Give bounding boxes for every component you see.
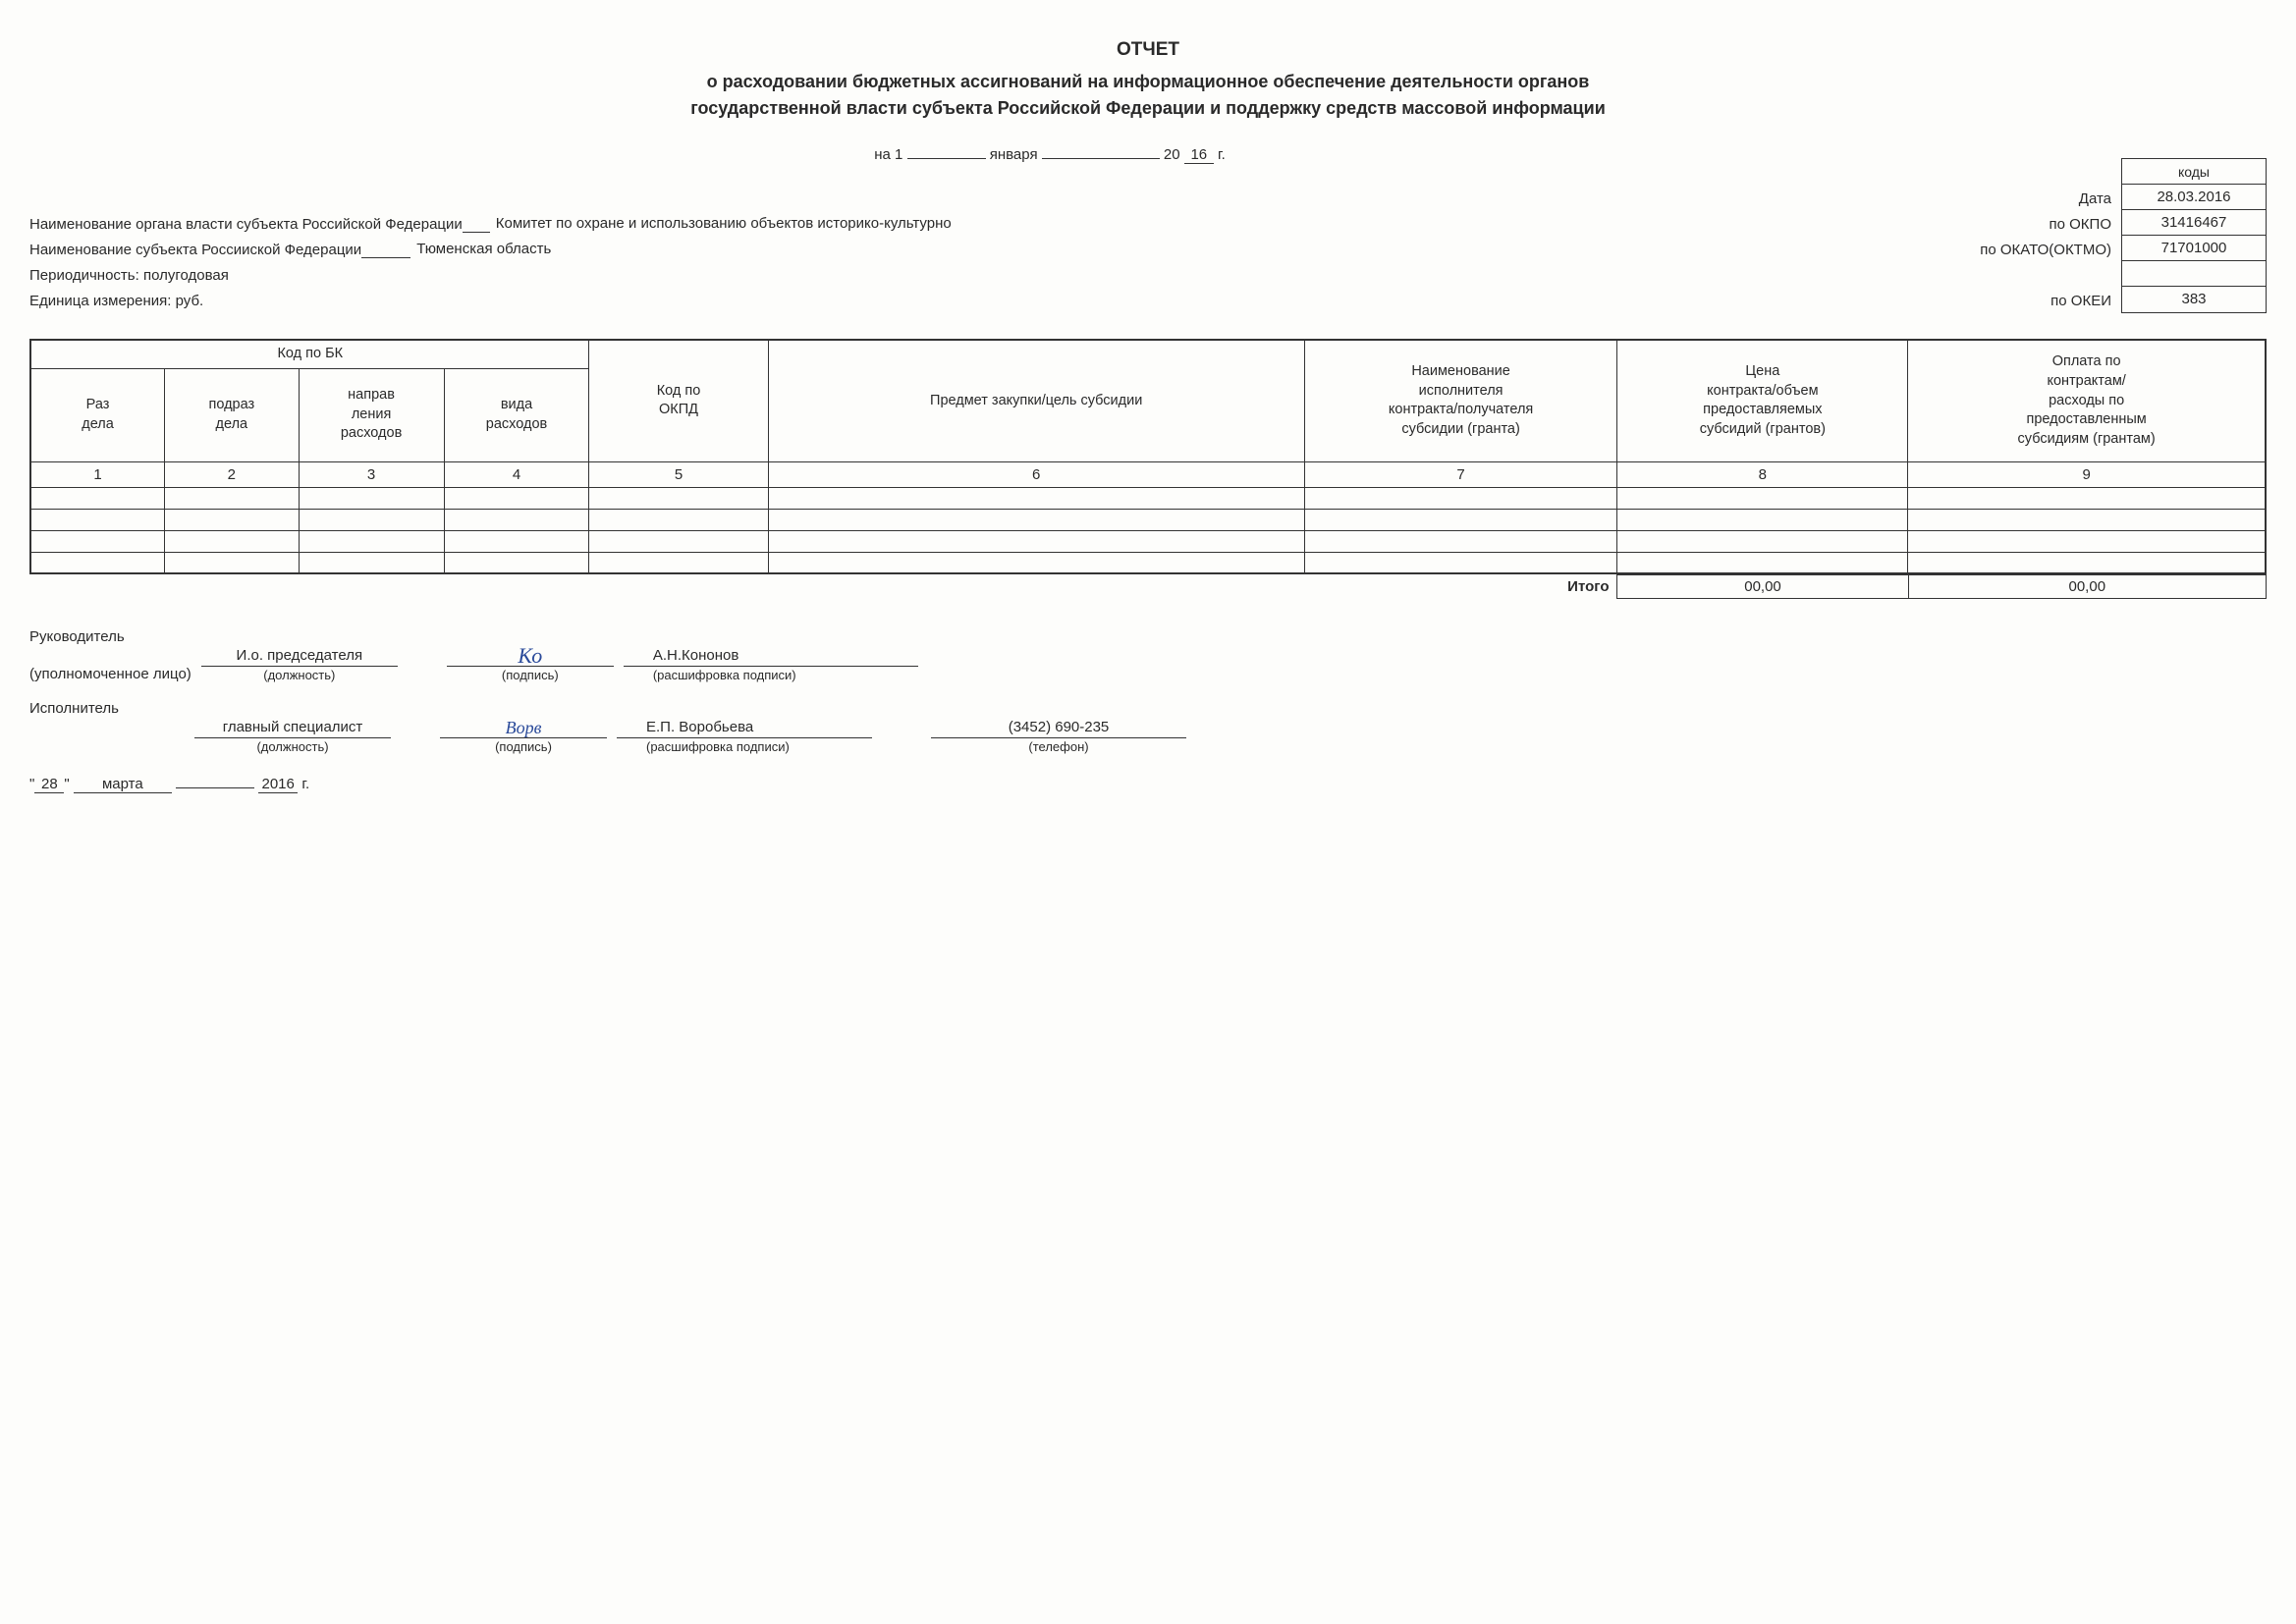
th-c1: Раз дела	[30, 368, 165, 461]
th-c6: Предмет закупки/цель субсидии	[768, 340, 1304, 461]
num-5: 5	[589, 461, 768, 487]
footer-month: марта	[74, 776, 172, 793]
executor-name: Е.П. Воробьева	[617, 717, 872, 738]
code-okpo: 31416467	[2122, 210, 2266, 236]
executor-sig-caption: (подпись)	[495, 739, 552, 754]
th-c2: подраз дела	[165, 368, 300, 461]
total-c9: 00,00	[1908, 575, 2266, 599]
footer-date: "28" марта 2016 г.	[29, 776, 2267, 793]
leader-pos-caption: (должность)	[263, 668, 335, 682]
hdr-value-2: Тюменская область	[410, 241, 1962, 258]
table-row	[30, 487, 2266, 509]
footer-day: 28	[34, 776, 64, 793]
executor-pos-caption: (должность)	[256, 739, 328, 754]
hdr-value-0	[29, 206, 1962, 207]
document-title: ОТЧЕТ о расходовании бюджетных ассигнова…	[29, 39, 2267, 122]
executor-phone-caption: (телефон)	[1028, 739, 1088, 754]
title-main: ОТЧЕТ	[29, 39, 2267, 61]
codes-header: коды	[2122, 159, 2266, 185]
total-c8: 00,00	[1617, 575, 1908, 599]
num-2: 2	[165, 461, 300, 487]
num-1: 1	[30, 461, 165, 487]
leader-position: И.о. председателя	[201, 645, 398, 667]
table-row	[30, 552, 2266, 573]
th-c4: вида расходов	[444, 368, 589, 461]
date-prefix: на 1	[874, 146, 902, 163]
total-table: Итого 00,00 00,00	[29, 574, 2267, 599]
executor-signature: Ворв	[440, 717, 607, 738]
leader-name-caption: (расшифровка подписи)	[624, 668, 918, 682]
table-row	[30, 530, 2266, 552]
footer-year: 2016	[258, 776, 298, 793]
leader-sig-caption: (подпись)	[502, 668, 559, 682]
date-month: января	[990, 146, 1038, 163]
signatures-section: Руководитель (уполномоченное лицо) И.о. …	[29, 628, 2267, 793]
th-group-bk: Код по БК	[30, 340, 589, 368]
code-blank	[2122, 261, 2266, 287]
num-4: 4	[444, 461, 589, 487]
th-c7: Наименование исполнителя контракта/получ…	[1304, 340, 1617, 461]
hdr-code-label-1: по ОКПО	[1962, 216, 2119, 233]
codes-box: коды 28.03.2016 31416467 71701000 383	[2121, 158, 2267, 313]
main-table: Код по БК Код по ОКПД Предмет закупки/це…	[29, 339, 2267, 574]
num-6: 6	[768, 461, 1304, 487]
executor-title: Исполнитель	[29, 700, 2267, 717]
executor-position: главный специалист	[194, 717, 391, 738]
leader-name: А.Н.Кононов	[624, 645, 918, 667]
date-year-label: г.	[1218, 146, 1226, 163]
leader-signature: Ко	[447, 645, 614, 667]
hdr-code-label-2: по ОКАТО(ОКТМО)	[1962, 242, 2119, 258]
title-line1: о расходовании бюджетных ассигнований на…	[29, 69, 2267, 95]
code-okato: 71701000	[2122, 236, 2266, 261]
leader-title: Руководитель	[29, 628, 2267, 645]
hdr-value-1: Комитет по охране и использованию объект…	[490, 215, 1962, 233]
th-c5: Код по ОКПД	[589, 340, 768, 461]
table-body	[30, 487, 2266, 573]
num-8: 8	[1617, 461, 1908, 487]
th-c3: направ ления расходов	[299, 368, 444, 461]
num-9: 9	[1908, 461, 2266, 487]
footer-year-label: г.	[301, 776, 309, 792]
code-okei: 383	[2122, 287, 2266, 312]
executor-name-caption: (расшифровка подписи)	[617, 739, 872, 754]
hdr-label-1: Наименование органа власти субъекта Росс…	[29, 216, 463, 233]
table-row	[30, 509, 2266, 530]
date-century: 20	[1164, 146, 1180, 163]
num-7: 7	[1304, 461, 1617, 487]
leader-sub: (уполномоченное лицо)	[29, 666, 191, 682]
code-date: 28.03.2016	[2122, 185, 2266, 210]
th-c9: Оплата по контрактам/ расходы по предост…	[1908, 340, 2266, 461]
as-of-date-line: на 1 января 20 16 г.	[0, 146, 2267, 164]
num-3: 3	[299, 461, 444, 487]
total-label: Итого	[29, 575, 1617, 599]
th-c8: Цена контракта/объем предоставляемых суб…	[1617, 340, 1908, 461]
hdr-code-label-4: по ОКЕИ	[1962, 293, 2119, 309]
hdr-label-2: Наименование субъекта Россииской Федерац…	[29, 242, 361, 258]
date-year-suffix: 16	[1184, 146, 1214, 164]
header-section: Дата Наименование органа власти субъекта…	[29, 182, 2267, 309]
hdr-code-label-0: Дата	[1962, 190, 2119, 207]
executor-phone: (3452) 690-235	[931, 717, 1186, 738]
hdr-label-4: Единица измерения: руб.	[29, 293, 203, 309]
title-line2: государственной власти субъекта Российск…	[29, 95, 2267, 122]
hdr-label-3: Периодичность: полугодовая	[29, 267, 229, 284]
